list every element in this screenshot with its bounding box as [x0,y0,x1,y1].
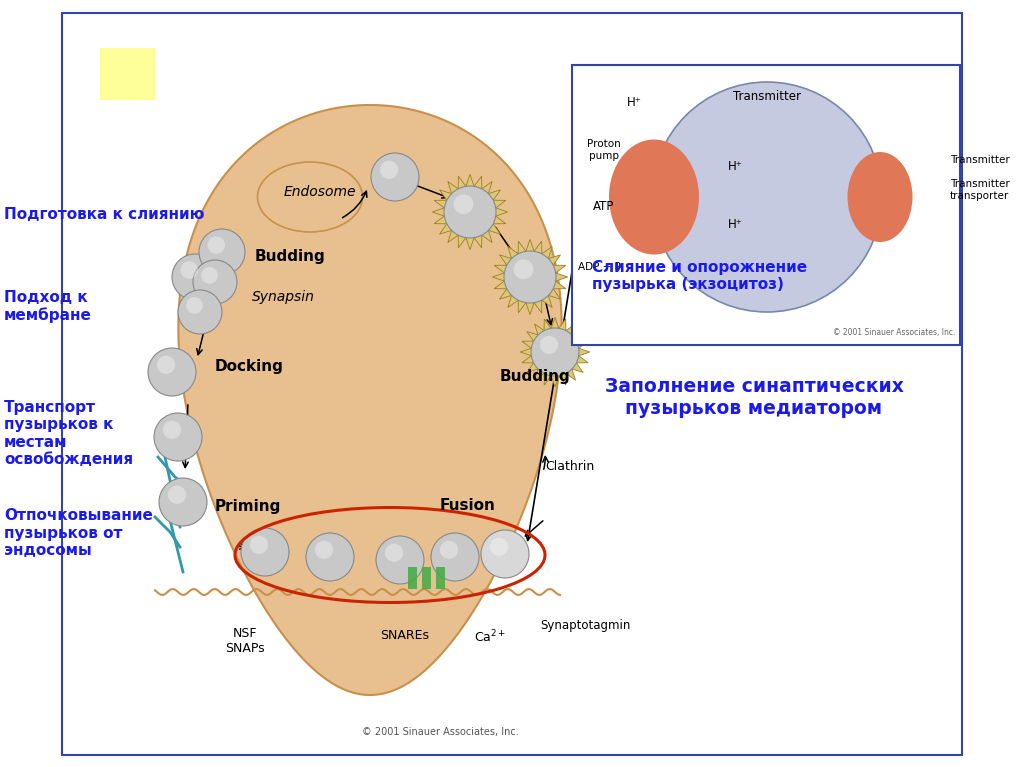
Text: Ca$^{2+}$: Ca$^{2+}$ [474,629,506,646]
Circle shape [380,160,398,179]
Circle shape [489,538,508,556]
Text: Synaptotagmin: Synaptotagmin [540,619,631,632]
Circle shape [154,413,202,461]
Bar [62,13,962,755]
Bar [100,48,155,100]
Circle shape [376,536,424,584]
Circle shape [444,186,496,238]
Circle shape [306,533,354,581]
Circle shape [540,336,558,354]
Text: H⁺: H⁺ [728,160,742,173]
Text: H⁺: H⁺ [627,97,641,110]
Circle shape [193,260,237,304]
Circle shape [385,544,403,562]
Text: Endosome: Endosome [284,185,356,199]
Circle shape [178,290,222,334]
Circle shape [514,259,534,279]
Text: Clathrin: Clathrin [545,460,594,473]
Text: Fusion: Fusion [440,498,496,512]
Bar [572,65,961,345]
Ellipse shape [257,162,362,232]
Text: ADP + Pᵢ: ADP + Pᵢ [578,262,623,272]
Circle shape [159,478,207,526]
Text: Budding: Budding [255,249,326,265]
Text: Budding: Budding [500,370,570,384]
Circle shape [172,254,218,300]
Circle shape [250,535,268,554]
Text: H⁺: H⁺ [728,219,742,232]
Text: Подготовка к слиянию: Подготовка к слиянию [4,207,205,222]
Circle shape [199,229,245,275]
Circle shape [504,251,556,303]
Text: Transmitter: Transmitter [950,155,1010,165]
Text: Proton
pump: Proton pump [587,139,621,161]
Circle shape [168,486,186,504]
Circle shape [531,328,579,376]
Circle shape [157,356,175,374]
Ellipse shape [848,152,912,242]
Text: Priming: Priming [215,499,282,515]
Circle shape [481,530,529,578]
Text: Transmitter
transporter: Transmitter transporter [950,179,1010,201]
Circle shape [180,262,198,279]
Text: © 2001 Sinauer Associates, Inc.: © 2001 Sinauer Associates, Inc. [361,727,518,737]
Bar [408,567,417,589]
Ellipse shape [652,82,882,312]
Circle shape [371,153,419,201]
Polygon shape [493,239,567,314]
Text: Подход к
мембране: Подход к мембране [4,290,92,324]
Text: © 2001 Sinauer Associates, Inc.: © 2001 Sinauer Associates, Inc. [833,328,955,337]
Text: Отпочковывание
пузырьков от
эндосомы: Отпочковывание пузырьков от эндосомы [4,509,153,558]
Bar [422,567,431,589]
Circle shape [208,236,225,254]
Text: Заполнение синаптических
пузырьков медиатором: Заполнение синаптических пузырьков медиа… [604,377,903,418]
Circle shape [186,297,203,314]
Text: ATP: ATP [593,200,614,213]
Circle shape [454,194,473,214]
Text: NSF
SNAPs: NSF SNAPs [225,627,265,655]
Polygon shape [178,105,561,695]
Text: SNAREs: SNAREs [381,629,429,642]
Circle shape [431,533,479,581]
Ellipse shape [609,140,699,255]
Circle shape [241,528,289,576]
Text: Слияние и опорожнение
пузырька (экзоцитоз): Слияние и опорожнение пузырька (экзоцито… [592,260,807,292]
Polygon shape [520,318,590,387]
Circle shape [315,541,333,559]
Circle shape [201,267,218,284]
Polygon shape [432,174,508,250]
Bar [436,567,445,589]
Circle shape [163,420,181,439]
Text: Synapsin: Synapsin [252,290,314,304]
Text: Transmitter: Transmitter [733,91,801,104]
Text: Транспорт
пузырьков к
местам
освобождения: Транспорт пузырьков к местам освобождени… [4,400,133,467]
Circle shape [440,541,458,559]
Text: Docking: Docking [215,360,284,374]
Circle shape [148,348,196,396]
